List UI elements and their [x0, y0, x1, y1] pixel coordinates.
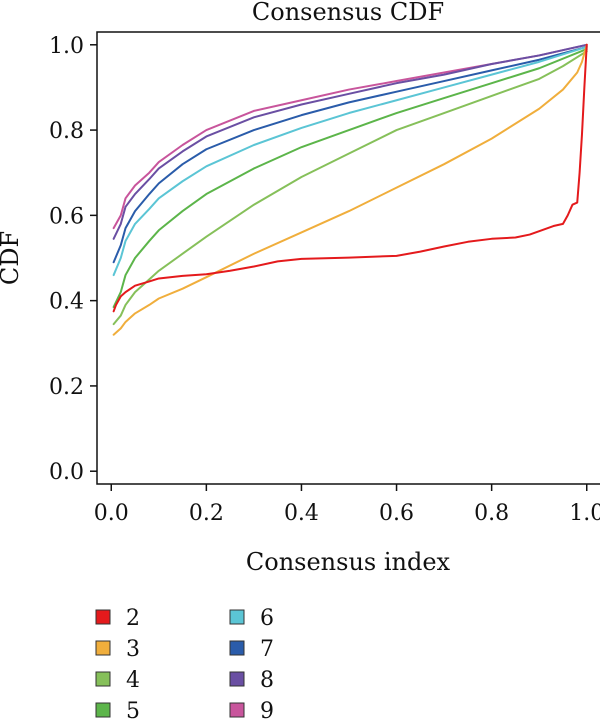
x-tick-label: 0.6 — [379, 501, 414, 526]
series-line-9 — [112, 43, 588, 230]
series-line-5 — [112, 48, 588, 309]
legend-label-6: 6 — [260, 606, 274, 631]
series-line-3 — [112, 43, 588, 336]
chart-title: Consensus CDF — [252, 0, 444, 26]
legend-label-9: 9 — [260, 699, 274, 721]
x-axis-ticks: 0.0 0.2 0.4 0.6 0.8 1.0 — [94, 484, 600, 526]
x-axis-title: Consensus index — [246, 548, 451, 576]
series-line-4 — [112, 50, 588, 326]
legend-swatch-9 — [229, 702, 245, 718]
x-tick-label: 1.0 — [569, 501, 600, 526]
series-line-7 — [112, 45, 588, 264]
legend-label-7: 7 — [260, 637, 274, 662]
legend-label-8: 8 — [260, 668, 274, 693]
legend-swatch-4 — [95, 671, 111, 687]
plot-frame — [96, 31, 600, 485]
y-axis-ticks: 0.0 0.2 0.4 0.6 0.8 1.0 — [49, 34, 97, 485]
legend-swatch-3 — [95, 640, 111, 656]
legend: 2 3 4 5 6 7 8 9 — [95, 606, 274, 721]
y-tick-label: 0.6 — [49, 204, 84, 229]
x-tick-label: 0.2 — [189, 501, 224, 526]
legend-swatch-7 — [229, 640, 245, 656]
series-layer — [112, 43, 588, 336]
y-tick-label: 1.0 — [49, 34, 84, 59]
y-tick-label: 0.0 — [49, 460, 84, 485]
series-line-2 — [112, 43, 588, 313]
series-line-8 — [112, 43, 588, 240]
y-axis-title: CDF — [0, 231, 24, 285]
y-tick-label: 0.4 — [49, 290, 84, 315]
legend-label-4: 4 — [126, 668, 140, 693]
legend-label-2: 2 — [126, 606, 140, 631]
legend-swatch-8 — [229, 671, 245, 687]
legend-label-3: 3 — [126, 637, 140, 662]
x-tick-label: 0.4 — [284, 501, 319, 526]
legend-swatch-6 — [229, 609, 245, 625]
legend-swatch-2 — [95, 609, 111, 625]
x-tick-label: 0.0 — [94, 501, 129, 526]
x-tick-label: 0.8 — [474, 501, 509, 526]
legend-swatch-5 — [95, 702, 111, 718]
series-line-6 — [112, 45, 588, 277]
y-tick-label: 0.8 — [49, 119, 84, 144]
legend-label-5: 5 — [126, 699, 140, 721]
y-tick-label: 0.2 — [49, 375, 84, 400]
